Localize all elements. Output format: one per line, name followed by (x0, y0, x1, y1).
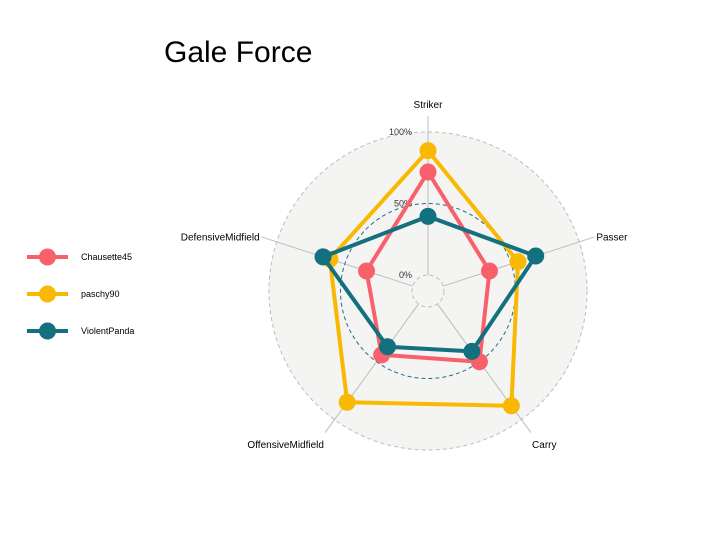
grid-label: 100% (389, 127, 412, 137)
axis-label-Carry: Carry (532, 440, 556, 451)
chart-title: Gale Force (164, 36, 313, 69)
axis-label-DefensiveMidfield: DefensiveMidfield (181, 232, 260, 243)
data-point-ViolentPanda-Striker (419, 207, 437, 225)
axis-line (324, 303, 419, 433)
legend-label-ViolentPanda: ViolentPanda (81, 326, 134, 336)
data-point-Chausette45-Passer (480, 262, 498, 280)
data-point-Chausette45-Striker (419, 163, 437, 181)
axis-label-OffensiveMidfield: OffensiveMidfield (247, 440, 324, 451)
axis-label-Passer: Passer (596, 232, 628, 243)
data-point-paschy90-Passer (509, 253, 527, 271)
data-point-paschy90-Striker (419, 142, 437, 160)
legend-marker-Chausette45 (39, 248, 56, 266)
legend-marker-paschy90 (39, 285, 56, 303)
data-point-paschy90-OffensiveMidfield (338, 393, 356, 411)
data-point-ViolentPanda-OffensiveMidfield (378, 338, 396, 356)
data-point-Chausette45-DefensiveMidfield (358, 262, 376, 280)
grid-circle-100 (268, 131, 588, 451)
legend-marker-ViolentPanda (39, 322, 56, 340)
legend-label-paschy90: paschy90 (81, 289, 120, 299)
legend-label-Chausette45: Chausette45 (81, 252, 132, 262)
grid-label: 50% (394, 199, 412, 209)
grid-circle-0 (411, 274, 445, 308)
data-point-ViolentPanda-Carry (463, 342, 481, 360)
axis-label-Striker: Striker (414, 100, 444, 111)
series-line-ViolentPanda (321, 214, 538, 354)
series-line-Chausette45 (364, 170, 492, 364)
grid-label: 0% (399, 270, 412, 280)
data-point-paschy90-Carry (502, 397, 520, 415)
radar-background (269, 132, 587, 450)
data-point-ViolentPanda-Passer (527, 247, 545, 265)
data-point-ViolentPanda-DefensiveMidfield (314, 248, 332, 266)
